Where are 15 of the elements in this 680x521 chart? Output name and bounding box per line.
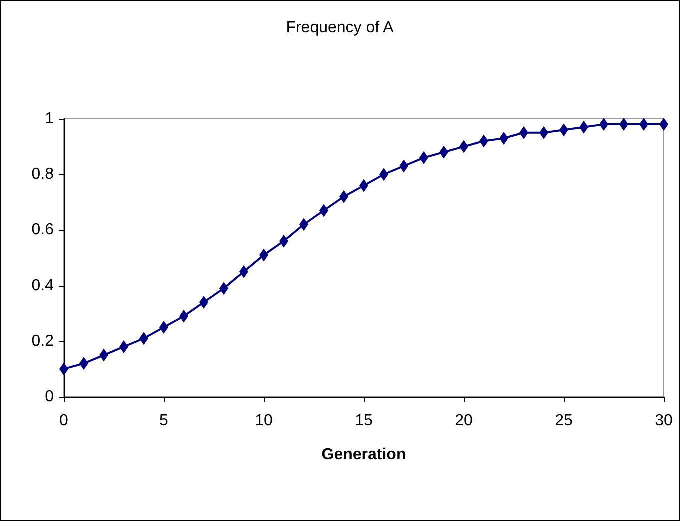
x-tick-label: 15 [355, 412, 373, 430]
y-tick-label: 0.6 [32, 222, 54, 239]
x-tick-label: 30 [655, 412, 673, 430]
x-tick-label: 10 [255, 412, 273, 430]
x-tick-label: 0 [60, 412, 69, 430]
y-tick-label: 0.2 [32, 332, 54, 350]
y-tick-label: 0.8 [32, 166, 54, 184]
y-tick-label: 0.4 [32, 277, 54, 294]
y-tick-label: 1 [45, 110, 54, 128]
x-tick-label: 5 [160, 412, 169, 430]
x-axis-title: Generation [322, 446, 406, 464]
chart-title: Frequency of A [286, 20, 394, 36]
y-tick-label: 0 [45, 388, 54, 406]
x-tick-label: 20 [455, 412, 473, 430]
x-tick-label: 25 [555, 412, 573, 430]
